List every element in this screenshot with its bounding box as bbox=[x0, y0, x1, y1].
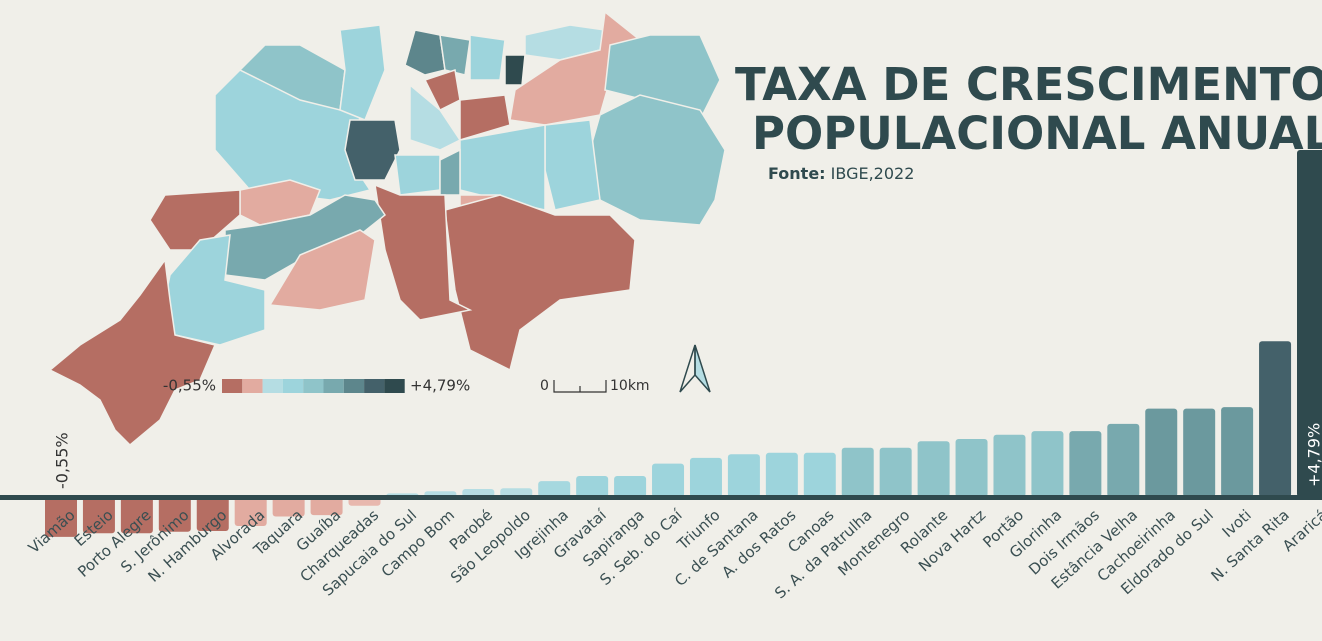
bar bbox=[1259, 341, 1292, 497]
legend-swatch bbox=[262, 379, 283, 393]
legend-scale bbox=[222, 379, 405, 393]
source-label: Fonte: bbox=[768, 164, 826, 183]
map-region bbox=[374, 183, 473, 321]
map-region bbox=[394, 154, 441, 196]
legend-swatch bbox=[303, 379, 324, 393]
bar bbox=[538, 481, 571, 497]
bar bbox=[1221, 407, 1254, 497]
bar bbox=[120, 497, 153, 534]
map-region bbox=[224, 194, 387, 281]
bar bbox=[803, 452, 836, 497]
baseline bbox=[0, 495, 1322, 500]
bar bbox=[765, 452, 798, 497]
map-region bbox=[344, 119, 401, 181]
legend-swatch bbox=[364, 379, 385, 393]
bar bbox=[727, 454, 760, 497]
bar bbox=[993, 434, 1026, 497]
bar bbox=[576, 475, 609, 497]
bar bbox=[955, 439, 988, 497]
bar bbox=[500, 488, 533, 497]
source-text: IBGE,2022 bbox=[831, 164, 915, 183]
chart-title: POPULACIONAL ANUAL bbox=[752, 107, 1322, 160]
bar bbox=[614, 475, 647, 497]
bar bbox=[234, 497, 267, 526]
legend-min: -0,55% bbox=[163, 377, 216, 395]
map-region bbox=[469, 34, 506, 81]
map-region bbox=[409, 83, 462, 151]
map-region bbox=[444, 194, 636, 372]
bar bbox=[272, 497, 305, 517]
bar bbox=[652, 463, 685, 497]
legend-swatch bbox=[242, 379, 263, 393]
map-region bbox=[339, 24, 386, 121]
map-region bbox=[439, 148, 461, 196]
map-region bbox=[48, 258, 217, 447]
value-label: +4,79% bbox=[1305, 423, 1322, 487]
bar bbox=[1183, 408, 1216, 497]
bar bbox=[879, 447, 912, 497]
bar bbox=[917, 441, 950, 497]
map-region bbox=[509, 10, 642, 126]
bar bbox=[1107, 423, 1140, 497]
scalebar bbox=[553, 380, 607, 393]
source: Fonte: IBGE,2022 bbox=[768, 164, 914, 183]
map-region bbox=[423, 69, 461, 112]
bar bbox=[45, 497, 77, 537]
bar bbox=[310, 497, 343, 516]
bar bbox=[841, 447, 874, 497]
map-legend: -0,55% +4,79% 0 10km bbox=[163, 344, 711, 395]
map-region bbox=[504, 54, 526, 86]
bar bbox=[196, 497, 229, 532]
bar bbox=[1069, 431, 1102, 497]
legend-max: +4,79% bbox=[410, 377, 470, 395]
legend-swatch bbox=[222, 379, 243, 393]
north-arrow bbox=[679, 344, 696, 393]
legend-swatch bbox=[384, 379, 405, 393]
map-region bbox=[404, 29, 446, 76]
north-arrow bbox=[694, 344, 711, 393]
bar bbox=[689, 457, 722, 497]
map-region bbox=[149, 189, 241, 251]
bar bbox=[1031, 431, 1064, 497]
map-region bbox=[589, 94, 726, 226]
map-region bbox=[268, 229, 376, 311]
bar bbox=[1297, 150, 1322, 497]
legend-swatch bbox=[282, 379, 304, 393]
legend-swatch bbox=[323, 379, 344, 393]
map-region bbox=[604, 34, 721, 121]
map bbox=[48, 10, 726, 447]
map-region bbox=[459, 94, 511, 142]
map-region bbox=[544, 119, 601, 211]
scalebar-label: 10km bbox=[610, 378, 650, 394]
bar bbox=[158, 497, 191, 532]
bar bbox=[82, 497, 115, 534]
legend-swatch bbox=[343, 379, 365, 393]
bar bbox=[1145, 408, 1178, 497]
map-region bbox=[439, 34, 471, 76]
scalebar-label: 0 bbox=[540, 378, 549, 394]
value-label: -0,55% bbox=[53, 432, 72, 489]
chart-title: TAXA DE CRESCIMENTO bbox=[735, 58, 1322, 111]
